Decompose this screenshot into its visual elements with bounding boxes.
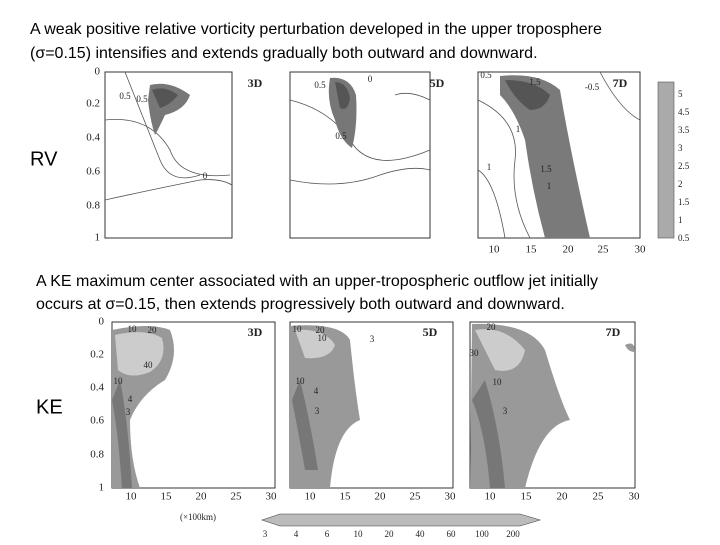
colorbar-label: 1.5 xyxy=(678,197,690,207)
contour-label: 0 xyxy=(368,74,373,84)
contour-label: 20 xyxy=(487,322,497,332)
contour-label: 0 xyxy=(203,171,208,181)
contour-label: 10 xyxy=(318,333,328,343)
contour-label: 0.5 xyxy=(480,70,492,80)
panel-title: 3D xyxy=(248,76,263,90)
y-tick-label: 0.2 xyxy=(86,98,100,110)
contour-label: 1 xyxy=(487,162,492,172)
caption: A weak positive relative vorticity pertu… xyxy=(30,21,602,38)
contour-label: 10 xyxy=(493,377,503,387)
rv-figure xyxy=(104,71,675,239)
x-tick-label: 30 xyxy=(635,244,647,256)
section-label: KE xyxy=(36,396,63,418)
panel-title: 5D xyxy=(423,325,438,339)
y-tick-label: 0 xyxy=(95,66,101,78)
contour-label: 10 xyxy=(114,376,124,386)
y-tick-label: 1 xyxy=(99,482,105,494)
contour-label: 20 xyxy=(316,325,326,335)
colorbar-label: 3 xyxy=(263,529,268,539)
x-tick-label: 25 xyxy=(410,491,422,503)
colorbar-label: 200 xyxy=(506,529,520,539)
x-tick-label: 15 xyxy=(526,244,538,256)
contour-label: 4 xyxy=(314,386,319,396)
colorbar-label: 1 xyxy=(678,215,683,225)
colorbar-label: 3.5 xyxy=(678,125,690,135)
x-tick-label: 15 xyxy=(340,491,352,503)
panel-title: 7D xyxy=(613,76,628,90)
x-tick-label: 15 xyxy=(161,491,173,503)
x-tick-label: 30 xyxy=(445,491,457,503)
caption: A KE maximum center associated with an u… xyxy=(36,273,598,290)
x-tick-label: 15 xyxy=(521,491,533,503)
x-tick-label: 30 xyxy=(629,491,641,503)
colorbar-label: 4.5 xyxy=(678,107,690,117)
x-tick-label: 10 xyxy=(485,491,497,503)
y-tick-label: 0 xyxy=(99,316,105,328)
contour-label: 3 xyxy=(315,406,320,416)
contour-label: 0.5 xyxy=(119,91,131,101)
caption: (σ=0.15) intensifies and extends gradual… xyxy=(30,45,538,62)
contour-label: 0.5 xyxy=(335,131,347,141)
axis-unit: (×100km) xyxy=(180,512,216,522)
contour-label: 1.5 xyxy=(529,77,541,87)
panel-title: 3D xyxy=(248,325,263,339)
y-tick-label: 0.8 xyxy=(90,449,104,461)
x-tick-label: 30 xyxy=(266,491,278,503)
y-tick-label: 0.6 xyxy=(90,415,104,427)
contour-label: 1 xyxy=(547,181,552,191)
contour-label: 0.5 xyxy=(314,80,326,90)
y-tick-label: 0.6 xyxy=(86,166,100,178)
contour-label: 0.5 xyxy=(136,94,148,104)
x-tick-label: 25 xyxy=(593,491,605,503)
contour-label: 1 xyxy=(516,124,521,134)
y-tick-label: 1 xyxy=(95,232,101,244)
x-tick-label: 25 xyxy=(598,244,610,256)
x-tick-label: 20 xyxy=(375,491,387,503)
contour-label: 1.5 xyxy=(540,164,552,174)
y-tick-label: 0.8 xyxy=(86,200,100,212)
x-tick-label: 20 xyxy=(563,244,575,256)
contour-label: 30 xyxy=(470,348,480,358)
contour-label: 40 xyxy=(144,360,154,370)
contour-label: 4 xyxy=(128,394,133,404)
y-tick-label: 0.2 xyxy=(90,349,104,361)
contour-label: 3 xyxy=(126,407,131,417)
contour-label: 10 xyxy=(128,324,138,334)
colorbar-label: 60 xyxy=(447,529,457,539)
colorbar-label: 6 xyxy=(325,529,330,539)
colorbar-label: 40 xyxy=(416,529,426,539)
x-tick-label: 10 xyxy=(126,491,138,503)
colorbar-label: 5 xyxy=(678,89,683,99)
x-tick-label: 10 xyxy=(305,491,317,503)
ke-figure xyxy=(111,321,636,527)
colorbar-label: 10 xyxy=(354,529,364,539)
x-tick-label: 20 xyxy=(557,491,569,503)
colorbar-label: 2 xyxy=(678,179,683,189)
contour-label: 3 xyxy=(503,406,508,416)
colorbar-label: 0.5 xyxy=(678,233,690,243)
contour-label: 20 xyxy=(148,325,158,335)
section-label: RV xyxy=(30,148,58,170)
contour-label: -0.5 xyxy=(585,82,600,92)
x-tick-label: 20 xyxy=(196,491,208,503)
x-tick-label: 10 xyxy=(489,244,501,256)
y-tick-label: 0.4 xyxy=(86,132,100,144)
caption: occurs at σ=0.15, then extends progressi… xyxy=(36,296,565,313)
contour-label: 10 xyxy=(296,376,306,386)
colorbar-label: 4 xyxy=(294,529,299,539)
contour-label: 3 xyxy=(370,334,375,344)
colorbar-label: 100 xyxy=(475,529,489,539)
y-tick-label: 0.4 xyxy=(90,382,104,394)
colorbar-label: 2.5 xyxy=(678,161,690,171)
colorbar-label: 3 xyxy=(678,143,683,153)
x-tick-label: 25 xyxy=(231,491,243,503)
colorbar-label: 20 xyxy=(385,529,395,539)
panel-title: 5D xyxy=(430,76,445,90)
contour-label: 10 xyxy=(293,324,303,334)
panel-title: 7D xyxy=(606,325,621,339)
